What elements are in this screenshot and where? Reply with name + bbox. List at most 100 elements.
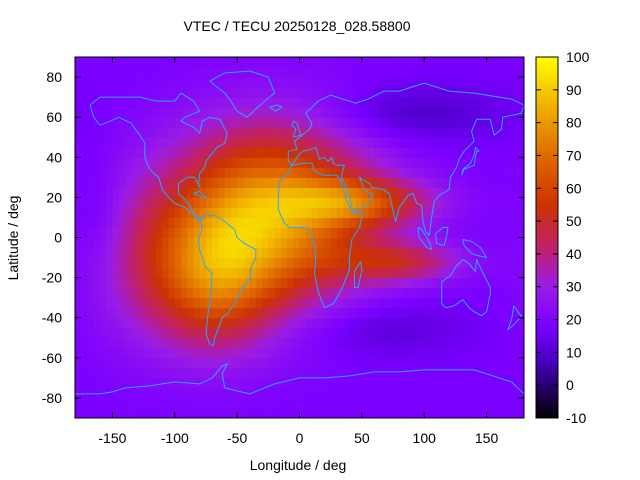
heatmap-cell [274,357,282,369]
heatmap-cell [442,327,450,339]
heatmap-cell [156,207,163,219]
heatmap-cell [374,137,382,148]
heatmap-cell [212,87,220,98]
heatmap-cell [411,327,419,339]
heatmap-cell [449,87,457,98]
heatmap-cell [480,127,488,138]
heatmap-cell [224,107,232,118]
heatmap-cell [386,67,394,78]
heatmap-cell [499,307,506,319]
heatmap-cell [330,327,338,339]
heatmap-cell [499,297,506,309]
heatmap-cell [449,227,457,239]
heatmap-cell [75,107,82,118]
heatmap-cell [205,167,213,178]
heatmap-cell [143,367,151,379]
heatmap-cell [505,137,513,148]
heatmap-cell [467,257,475,269]
heatmap-cell [137,247,145,259]
heatmap-cell [106,327,114,339]
heatmap-cell [137,397,145,409]
heatmap-cell [287,167,294,178]
heatmap-cell [187,187,195,198]
heatmap-cell [218,187,226,198]
heatmap-cell [243,97,251,108]
heatmap-cell [205,257,213,269]
heatmap-cell [249,207,257,219]
heatmap-cell [143,177,151,188]
heatmap-cell [411,197,419,209]
heatmap-cell [517,387,524,399]
heatmap-cell [330,237,338,249]
heatmap-cell [499,107,506,118]
heatmap-cell [336,327,344,339]
heatmap-cell [380,117,388,128]
heatmap-cell [442,267,450,279]
heatmap-cell [168,357,176,369]
heatmap-cell [280,367,288,379]
heatmap-cell [230,107,238,118]
heatmap-cell [411,287,419,299]
heatmap-cell [517,267,524,279]
heatmap-cell [287,77,294,88]
heatmap-cell [112,377,120,389]
heatmap-cell [461,247,469,259]
heatmap-cell [224,127,232,138]
heatmap-cell [467,227,475,239]
heatmap-cell [305,97,313,108]
heatmap-cell [467,337,475,349]
coastline-madagascar [353,261,363,289]
heatmap-cell [230,197,238,209]
heatmap-cell [149,227,157,239]
heatmap-cell [112,387,120,399]
heatmap-cell [87,317,95,329]
coastline-cuba [193,190,207,198]
heatmap-cell [455,357,463,369]
heatmap-cell [124,187,132,198]
heatmap-cell [436,327,444,339]
heatmap-cell [299,77,307,88]
heatmap-cell [305,67,313,78]
heatmap-cell [230,177,238,188]
heatmap-cell [361,197,369,209]
heatmap-cell [405,167,413,178]
heatmap-cell [131,337,138,349]
heatmap-cell [511,257,519,269]
heatmap-cell [386,117,394,128]
heatmap-cell [442,97,450,108]
heatmap-cell [368,397,375,409]
heatmap-cell [137,167,145,178]
heatmap-cell [156,97,163,108]
heatmap-cell [93,67,101,78]
heatmap-cell [87,137,95,148]
heatmap-cell [149,357,157,369]
heatmap-cell [480,277,488,289]
heatmap-cell [118,387,126,399]
heatmap-cell [343,167,350,178]
heatmap-cell [149,127,157,138]
heatmap-cell [355,157,363,168]
heatmap-cell [112,247,120,259]
heatmap-cell [480,307,488,319]
heatmap-cell [318,187,326,198]
heatmap-cell [486,137,494,148]
heatmap-cell [268,377,276,389]
colorbar-tick-label: 90 [566,82,582,98]
heatmap-cell [137,237,145,249]
heatmap-cell [81,147,89,158]
heatmap-cell [393,237,400,249]
heatmap-cell [492,127,500,138]
heatmap-cell [311,317,319,329]
heatmap-cell [417,287,425,299]
heatmap-cell [75,157,82,168]
heatmap-cell [386,87,394,98]
heatmap-cell [212,177,220,188]
x-tick-label: -100 [161,430,189,446]
heatmap-cell [106,317,114,329]
heatmap-cell [449,307,457,319]
heatmap-cell [467,287,475,299]
heatmap-cell [505,357,513,369]
heatmap-cell [511,237,519,249]
heatmap-cell [311,367,319,379]
heatmap-cell [449,157,457,168]
